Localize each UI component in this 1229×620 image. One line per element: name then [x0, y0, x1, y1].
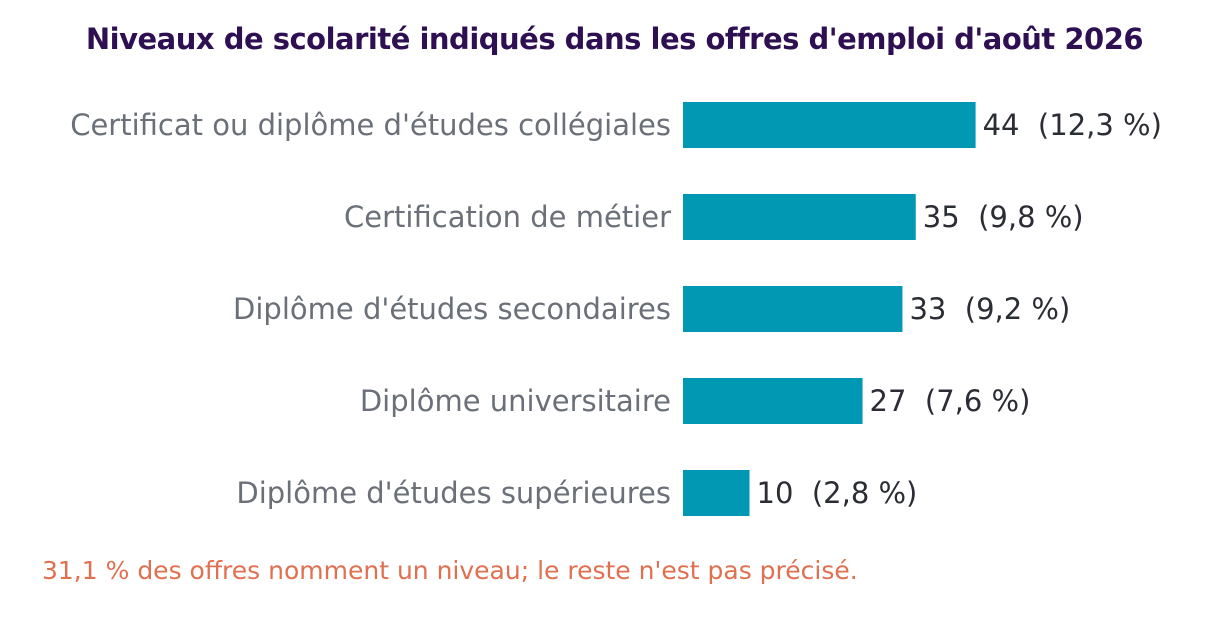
- category-label: Diplôme d'études secondaires: [233, 292, 671, 326]
- category-label: Certification de métier: [344, 200, 671, 234]
- data-label: 10 (2,8 %): [757, 476, 918, 510]
- footnote: 31,1 % des offres nomment un niveau; le …: [42, 556, 858, 585]
- chart-title: Niveaux de scolarité indiqués dans les o…: [85, 22, 1144, 56]
- data-label: 33 (9,2 %): [909, 292, 1070, 326]
- category-label: Diplôme universitaire: [360, 384, 671, 418]
- bar: [683, 286, 903, 332]
- bar: [683, 102, 976, 148]
- data-label: 44 (12,3 %): [983, 108, 1162, 142]
- category-label: Certificat ou diplôme d'études collégial…: [70, 108, 671, 142]
- bar: [683, 378, 863, 424]
- bar: [683, 194, 916, 240]
- data-label: 35 (9,8 %): [923, 200, 1084, 234]
- category-label: Diplôme d'études supérieures: [236, 476, 671, 510]
- bar: [683, 470, 750, 516]
- data-label: 27 (7,6 %): [870, 384, 1031, 418]
